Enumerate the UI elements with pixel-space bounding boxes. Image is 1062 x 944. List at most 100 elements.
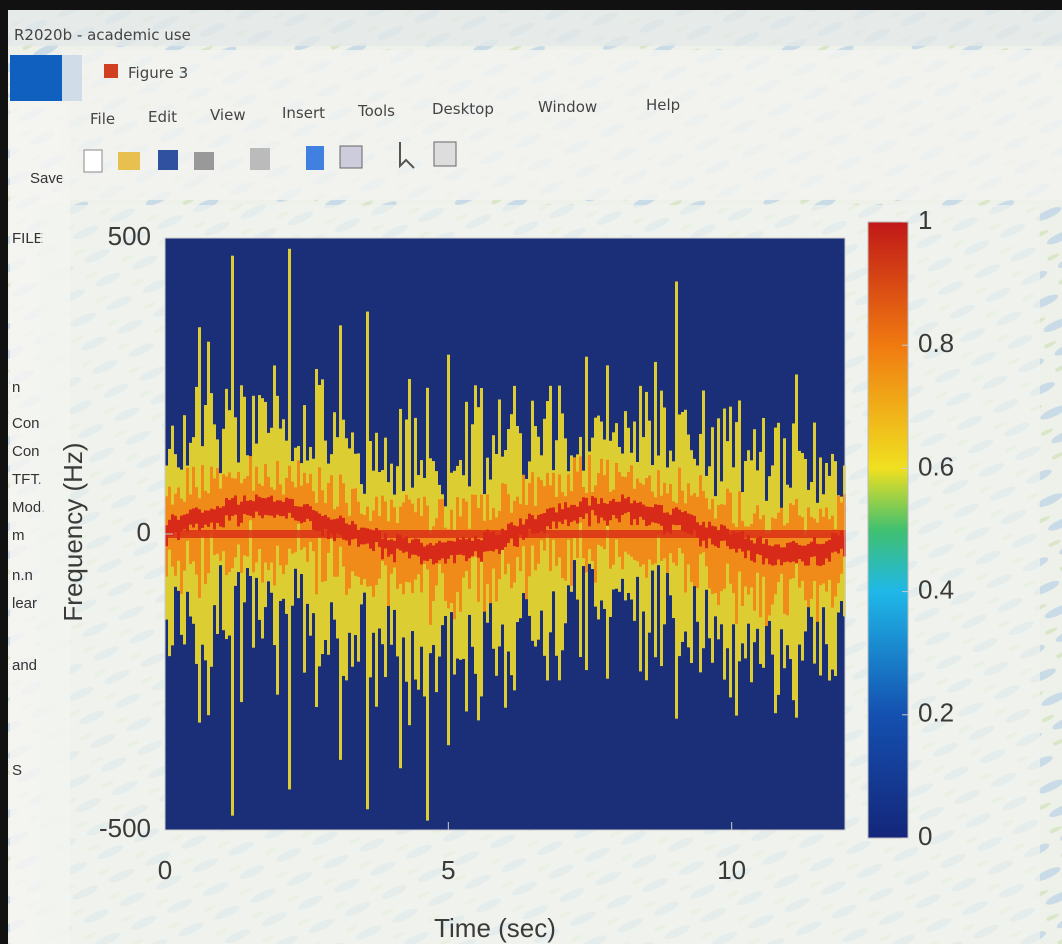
texture: [300, 507, 303, 523]
texture: [744, 530, 747, 538]
tool-link[interactable]: [250, 148, 270, 170]
texture: [288, 499, 291, 513]
texture: [804, 535, 807, 600]
tool-open[interactable]: [118, 152, 140, 170]
menu-item[interactable]: Tools: [357, 102, 395, 120]
tool-colorbar[interactable]: [306, 146, 324, 170]
texture: [297, 530, 300, 538]
texture: [366, 530, 369, 538]
tool-new[interactable]: [84, 150, 102, 172]
texture: [180, 530, 183, 538]
texture: [681, 530, 684, 538]
menu-item[interactable]: Desktop: [432, 100, 494, 118]
texture: [219, 508, 222, 527]
texture: [489, 530, 492, 538]
texture: [756, 530, 759, 538]
colorbar-tick-label: 0: [918, 821, 932, 851]
texture: [693, 493, 696, 586]
texture: [324, 515, 327, 530]
texture: [582, 497, 585, 519]
texture: [750, 540, 753, 560]
texture: [525, 505, 528, 599]
texture: [657, 505, 660, 524]
texture: [558, 503, 561, 521]
texture: [801, 546, 804, 562]
texture: [225, 476, 228, 575]
texture: [459, 530, 462, 538]
texture: [606, 530, 609, 538]
texture: [558, 530, 561, 538]
texture: [315, 530, 318, 538]
texture: [213, 509, 216, 529]
texture: [276, 500, 279, 514]
texture: [555, 512, 558, 528]
texture: [426, 388, 429, 821]
texture: [177, 530, 180, 538]
texture: [834, 530, 837, 538]
texture: [480, 530, 483, 538]
texture: [663, 530, 666, 538]
texture: [252, 501, 255, 518]
tool-print[interactable]: [194, 152, 214, 170]
menu-item[interactable]: Help: [646, 96, 680, 114]
texture: [210, 530, 213, 538]
texture: [477, 539, 480, 558]
texture: [657, 470, 660, 535]
tool-browser[interactable]: [434, 142, 456, 166]
texture: [336, 507, 339, 577]
texture: [660, 505, 663, 526]
texture: [330, 530, 333, 538]
texture: [240, 483, 243, 573]
menu-item[interactable]: File: [90, 110, 115, 128]
texture: [480, 540, 483, 561]
tool-legend[interactable]: [340, 146, 362, 168]
texture: [336, 530, 339, 538]
tool-save[interactable]: [158, 150, 178, 170]
texture: [684, 530, 687, 538]
texture: [249, 500, 252, 516]
texture: [609, 501, 612, 520]
menu-item[interactable]: Insert: [282, 104, 325, 122]
texture: [402, 530, 405, 538]
texture: [414, 538, 417, 554]
texture: [414, 530, 417, 538]
texture: [297, 507, 300, 522]
texture: [210, 509, 213, 523]
texture: [300, 530, 303, 538]
menu-item[interactable]: View: [210, 106, 246, 124]
texture: [516, 530, 519, 538]
texture: [213, 530, 216, 538]
texture: [591, 530, 594, 538]
texture: [405, 536, 408, 551]
texture: [372, 530, 375, 538]
texture: [654, 530, 657, 538]
texture: [573, 505, 576, 521]
texture: [282, 530, 285, 538]
texture: [240, 530, 243, 538]
texture: [303, 504, 306, 522]
texture: [819, 544, 822, 566]
texture: [765, 530, 768, 538]
texture: [204, 510, 207, 524]
texture: [228, 472, 231, 572]
texture: [396, 530, 399, 538]
texture: [534, 530, 537, 538]
menu-item[interactable]: Window: [538, 98, 597, 116]
texture: [423, 546, 426, 560]
texture: [645, 530, 648, 538]
texture: [318, 514, 321, 531]
texture: [603, 530, 606, 538]
texture: [237, 530, 240, 538]
menu-item[interactable]: Edit: [148, 108, 177, 126]
sidebar-item: n: [12, 379, 20, 396]
texture: [684, 511, 687, 532]
texture: [276, 530, 279, 538]
texture: [546, 530, 549, 538]
texture: [513, 530, 516, 538]
texture: [792, 541, 795, 562]
texture: [789, 503, 792, 579]
texture: [753, 543, 756, 562]
texture: [693, 516, 696, 530]
texture: [675, 281, 678, 718]
texture: [360, 530, 363, 538]
